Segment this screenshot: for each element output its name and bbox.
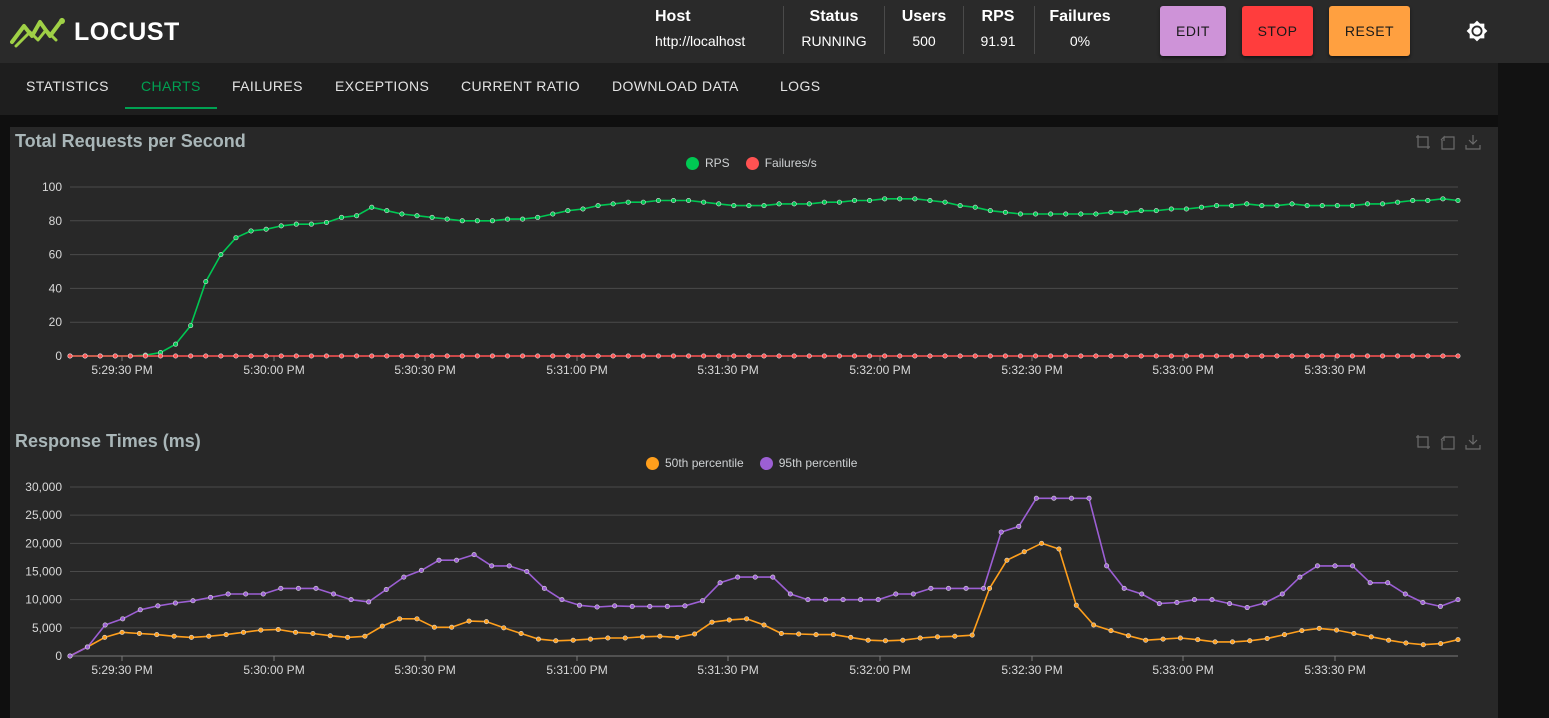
charts-panel: [10, 127, 1498, 718]
legend-marker: [745, 156, 759, 170]
tab-download-data[interactable]: DOWNLOAD DATA: [612, 78, 739, 94]
stat-users-label: Users: [901, 8, 947, 25]
stat-rps-value: 91.91: [980, 33, 1016, 49]
chart-title-response-times: Response Times (ms): [15, 431, 201, 451]
tab-current-ratio[interactable]: CURRENT RATIO: [461, 78, 581, 94]
download-icon[interactable]: [1465, 134, 1481, 150]
stat-rps-label: RPS: [981, 8, 1015, 25]
stat-status: Status RUNNING: [793, 6, 875, 51]
locust-logo-icon: [10, 18, 65, 48]
zoom-reset-icon[interactable]: [1440, 134, 1456, 150]
legend-item-p50[interactable]: 50th percentile: [646, 456, 744, 470]
tab-bar: [0, 63, 1498, 115]
stat-divider: [884, 6, 885, 54]
brightness-icon[interactable]: [1466, 20, 1488, 42]
zoom-icon[interactable]: [1415, 134, 1431, 150]
stat-users-value: 500: [912, 33, 936, 49]
stat-users: Users 500: [894, 6, 954, 51]
legend-item-failures[interactable]: Failures/s: [745, 156, 817, 170]
legend-marker: [759, 456, 773, 470]
logo[interactable]: LOCUST: [10, 14, 180, 50]
stat-host-label: Host: [655, 8, 691, 25]
legend-marker: [686, 156, 699, 170]
stat-divider: [783, 6, 784, 54]
legend-marker: [646, 456, 659, 470]
stat-failures-value: 0%: [1069, 33, 1091, 49]
legend-label: 95th percentile: [778, 456, 858, 470]
active-tab-indicator: [125, 107, 217, 109]
tab-logs[interactable]: LOGS: [780, 78, 821, 94]
stat-divider: [1034, 6, 1035, 54]
zoom-reset-icon[interactable]: [1440, 434, 1456, 450]
tab-charts[interactable]: CHARTS: [141, 78, 201, 94]
stat-host-value: http://localhost: [655, 33, 746, 49]
edit-button[interactable]: EDIT: [1160, 6, 1226, 56]
tab-exceptions[interactable]: EXCEPTIONS: [335, 78, 430, 94]
zoom-icon[interactable]: [1415, 434, 1431, 450]
download-icon[interactable]: [1465, 434, 1481, 450]
legend-item-rps[interactable]: RPS: [686, 156, 730, 170]
tab-failures[interactable]: FAILURES: [232, 78, 303, 94]
stat-host: Host http://localhost: [655, 6, 775, 51]
legend-label: RPS: [705, 156, 730, 170]
tab-statistics[interactable]: STATISTICS: [26, 78, 109, 94]
reset-button[interactable]: RESET: [1329, 6, 1410, 56]
legend-label: 50th percentile: [665, 456, 744, 470]
stat-status-value: RUNNING: [801, 33, 867, 49]
legend-label: Failures/s: [764, 156, 817, 170]
chart-title-rps: Total Requests per Second: [15, 131, 246, 151]
stat-rps: RPS 91.91: [970, 6, 1026, 51]
stat-failures-label: Failures: [1049, 8, 1111, 25]
right-gutter: [1498, 63, 1549, 718]
legend-item-p95[interactable]: 95th percentile: [759, 456, 858, 470]
logo-text: LOCUST: [74, 17, 180, 46]
stat-failures: Failures 0%: [1044, 6, 1116, 51]
stat-status-label: Status: [809, 8, 859, 25]
stat-divider: [963, 6, 964, 54]
chart-toolbox-response-times: [1415, 434, 1481, 450]
stop-button[interactable]: STOP: [1242, 6, 1313, 56]
chart-legend-response-times: 50th percentile 95th percentile: [646, 456, 863, 470]
chart-legend-rps: RPS Failures/s: [686, 156, 823, 170]
chart-toolbox-rps: [1415, 134, 1481, 150]
